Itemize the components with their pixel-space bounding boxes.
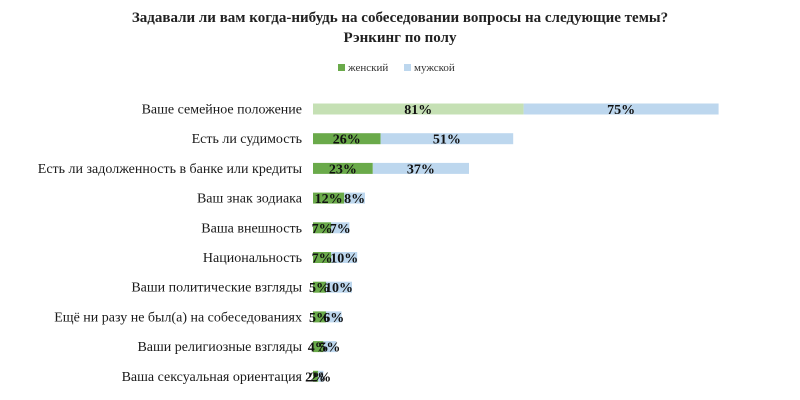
category-label: Национальность — [203, 251, 302, 266]
value-label-male: 2% — [310, 370, 331, 385]
chart-subtitle: Рэнкинг по полу — [344, 30, 457, 46]
category-label: Есть ли задолженность в банке или кредит… — [38, 162, 303, 177]
category-labels: Ваше семейное положение Есть ли судимость… — [38, 103, 303, 385]
bar-female — [313, 192, 345, 204]
category-label: Есть ли судимость — [192, 132, 302, 147]
bar-female — [313, 311, 326, 323]
value-label-female: 5% — [309, 311, 330, 326]
value-label-female: 81% — [404, 103, 432, 118]
category-label: Ещё ни разу не был(а) на собеседованиях — [54, 310, 302, 325]
bar-male — [523, 103, 719, 115]
legend-label-female: женский — [347, 62, 388, 74]
bar-male — [344, 192, 365, 204]
category-label: Ваша сексуальная ориентация — [122, 370, 303, 385]
category-label: Ваше семейное положение — [142, 103, 302, 118]
bar-female — [313, 252, 332, 263]
category-label: Ваши политические взгляды — [131, 281, 302, 296]
category-label: Ваши религиозные взгляды — [137, 340, 302, 355]
value-label-male: 6% — [323, 311, 344, 326]
bar-male — [326, 311, 342, 323]
bar-male — [372, 162, 469, 174]
legend-swatch-male — [404, 64, 411, 71]
value-label-male: 7% — [330, 222, 351, 237]
value-label-female: 12% — [315, 192, 343, 207]
legend: женский мужской — [338, 62, 455, 74]
value-labels: 81% 75%26% 51%23% 37%12% 8%7%7%7%10%5%10%5%6… — [305, 103, 635, 385]
value-label-male: 8% — [344, 192, 365, 207]
value-label-male: 37% — [407, 162, 435, 177]
value-label-male: 75% — [607, 103, 635, 118]
value-label-female: 7% — [312, 222, 333, 237]
value-label-female: 5% — [309, 281, 330, 296]
category-label: Ваша внешность — [201, 221, 302, 236]
bars — [313, 103, 719, 382]
bar-female — [313, 162, 373, 174]
value-label-male: 10% — [330, 252, 358, 267]
value-label-male: 51% — [433, 133, 461, 148]
bar-female — [313, 103, 524, 115]
legend-swatch-female — [338, 64, 345, 71]
bar-male — [323, 341, 337, 353]
bar-male — [380, 133, 514, 145]
value-label-female: 2% — [305, 370, 326, 385]
value-label-female: 26% — [333, 133, 361, 148]
bar-female — [313, 133, 381, 145]
bar-female — [313, 341, 324, 353]
value-label-male: 10% — [325, 281, 353, 296]
legend-label-male: мужской — [414, 62, 455, 74]
category-label: Ваш знак зодиака — [197, 192, 303, 207]
value-label-female: 23% — [329, 162, 357, 177]
bar-female — [313, 281, 326, 293]
bar-male — [326, 281, 352, 293]
bar-female — [313, 370, 319, 382]
value-label-female: 4% — [308, 341, 329, 356]
chart-title: Задавали ли вам когда-нибудь на собеседо… — [132, 10, 668, 26]
bar-male — [318, 370, 324, 382]
bar-female — [313, 222, 332, 234]
value-label-female: 7% — [312, 252, 333, 267]
bar-male — [331, 252, 358, 263]
bar-male — [331, 222, 350, 234]
value-label-male: 5% — [319, 341, 340, 356]
